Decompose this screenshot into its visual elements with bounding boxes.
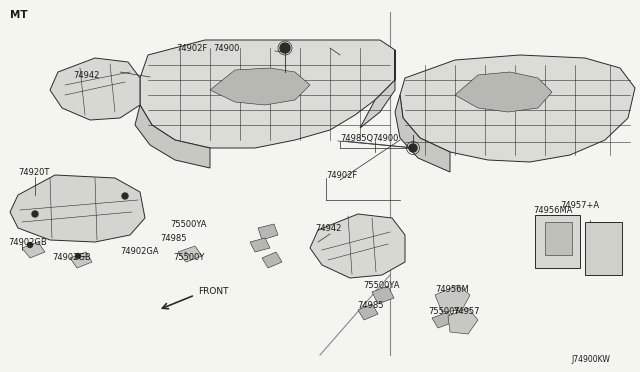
Polygon shape: [258, 224, 278, 240]
Text: FRONT: FRONT: [198, 288, 228, 296]
Polygon shape: [455, 72, 552, 112]
Text: 74902GB: 74902GB: [52, 253, 91, 263]
Text: 74957: 74957: [453, 308, 479, 317]
Polygon shape: [210, 68, 310, 105]
Circle shape: [280, 43, 290, 53]
Polygon shape: [310, 214, 405, 278]
Polygon shape: [545, 222, 572, 255]
Text: 74900: 74900: [213, 44, 239, 52]
Circle shape: [122, 193, 128, 199]
Polygon shape: [585, 222, 622, 275]
Text: 74985Q: 74985Q: [340, 134, 373, 142]
Polygon shape: [395, 95, 450, 172]
Polygon shape: [435, 285, 470, 312]
Circle shape: [76, 253, 81, 259]
Text: 74902GB: 74902GB: [8, 237, 47, 247]
Text: 74942: 74942: [315, 224, 341, 232]
Text: 74942: 74942: [73, 71, 99, 80]
Polygon shape: [250, 238, 270, 252]
Polygon shape: [400, 55, 635, 162]
Text: 74985: 74985: [357, 301, 383, 310]
Text: 75500YA: 75500YA: [363, 280, 399, 289]
Text: 74902F: 74902F: [176, 44, 207, 52]
Polygon shape: [262, 252, 282, 268]
Polygon shape: [360, 50, 395, 128]
Text: 74956M: 74956M: [435, 285, 468, 295]
Polygon shape: [140, 40, 395, 148]
Polygon shape: [372, 286, 394, 304]
Text: MT: MT: [10, 10, 28, 20]
Polygon shape: [178, 246, 202, 262]
Circle shape: [28, 243, 33, 247]
Text: 75500Y: 75500Y: [428, 308, 460, 317]
Text: 74920T: 74920T: [18, 167, 49, 176]
Polygon shape: [50, 58, 140, 120]
Text: 74900: 74900: [372, 134, 398, 142]
Text: 74956MA: 74956MA: [533, 205, 573, 215]
Polygon shape: [22, 242, 45, 258]
Polygon shape: [70, 252, 92, 268]
Polygon shape: [10, 175, 145, 242]
Polygon shape: [432, 312, 454, 328]
Polygon shape: [135, 105, 210, 168]
Circle shape: [409, 144, 417, 152]
Text: 74957+A: 74957+A: [560, 201, 599, 209]
Text: 75500Y: 75500Y: [173, 253, 204, 263]
Text: 75500YA: 75500YA: [170, 219, 207, 228]
Text: 74902F: 74902F: [326, 170, 357, 180]
Text: 74985: 74985: [160, 234, 186, 243]
Polygon shape: [358, 304, 378, 320]
Circle shape: [32, 211, 38, 217]
Polygon shape: [448, 308, 478, 334]
Polygon shape: [535, 215, 580, 268]
Text: 74902GA: 74902GA: [120, 247, 159, 257]
Text: J74900KW: J74900KW: [571, 356, 610, 365]
